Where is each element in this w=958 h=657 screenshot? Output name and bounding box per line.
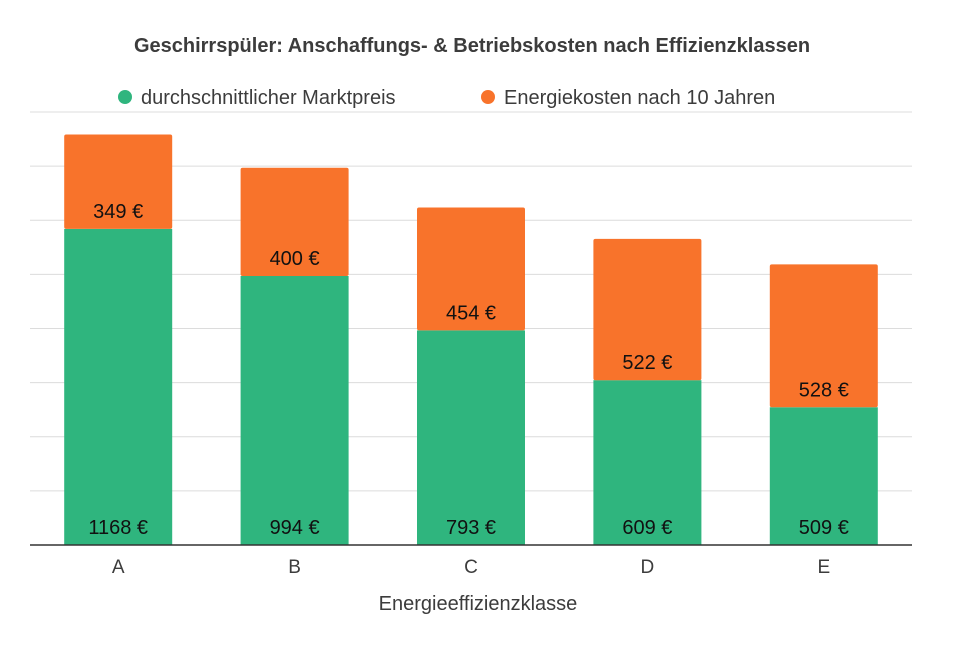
data-label-market-price-D: 609 € [622,517,672,539]
x-tick-label-D: D [641,557,655,578]
x-axis-title: Energieeffizienzklasse [379,593,578,615]
x-tick-label-E: E [817,557,830,578]
bar-market-price-C [417,330,525,545]
bar-market-price-B [240,275,349,545]
data-label-market-price-B: 994 € [270,517,320,539]
data-label-market-price-E: 509 € [799,517,849,539]
x-tick-labels: A B C D E [112,557,830,578]
legend-marker-market-price [118,90,132,104]
data-label-market-price-C: 793 € [446,517,496,539]
bar-energy-cost-D [593,238,702,381]
data-label-energy-cost-C: 454 € [446,302,496,324]
x-tick-label-A: A [112,557,125,578]
data-label-energy-cost-E: 528 € [799,379,849,401]
data-label-market-price-A: 1168 € [88,517,148,539]
legend-label-market-price: durchschnittlicher Marktpreis [141,87,396,109]
bar-market-price-A [64,228,173,545]
x-tick-label-C: C [464,557,478,578]
bar-energy-cost-E [769,264,878,408]
bar-energy-cost-C [417,207,525,331]
bar-market-price-D [593,380,702,545]
legend-label-energy-cost: Energiekosten nach 10 Jahren [504,87,775,109]
chart-title: Geschirrspüler: Anschaffungs- & Betriebs… [134,35,810,57]
data-label-energy-cost-D: 522 € [622,352,672,374]
bar-energy-cost-A [64,134,173,229]
legend-marker-energy-cost [481,90,495,104]
x-tick-label-B: B [288,557,301,578]
legend: durchschnittlicher Marktpreis Energiekos… [118,87,775,109]
data-label-energy-cost-A: 349 € [93,201,143,223]
bar-energy-cost-B [240,167,349,276]
data-labels: 1168 € 349 € 994 € 400 € 793 € 454 € 609 € 522 … [88,201,848,539]
bars [64,134,878,545]
bar-market-price-E [769,407,878,545]
data-label-energy-cost-B: 400 € [270,248,320,270]
